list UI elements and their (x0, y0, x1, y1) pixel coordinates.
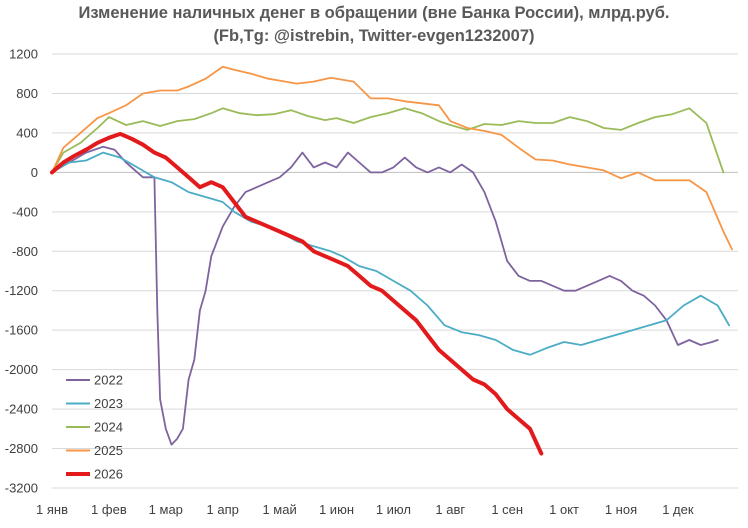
chart-title: Изменение наличных денег в обращении (вн… (78, 4, 670, 22)
series-lines (50, 65, 733, 456)
series-line-2023 (51, 151, 730, 356)
legend-label-2026: 2026 (94, 467, 123, 482)
y-tick-label: -800 (12, 244, 38, 259)
x-tick-label: 1 мар (149, 502, 183, 517)
x-tick-label: 1 июн (319, 502, 354, 517)
legend-label-2022: 2022 (94, 373, 123, 388)
x-tick-label: 1 фев (91, 502, 127, 517)
y-tick-label: 800 (16, 86, 38, 101)
legend-label-2024: 2024 (94, 420, 123, 435)
y-tick-label: -2000 (5, 362, 38, 377)
series-line-2026 (50, 131, 544, 456)
x-tick-label: 1 апр (207, 502, 239, 517)
legend-label-2025: 2025 (94, 443, 123, 458)
series-line-2022 (51, 145, 719, 446)
x-tick-label: 1 янв (36, 502, 68, 517)
x-axis: 1 янв 1 фев 1 мар 1 апр 1 май 1 июн 1 июл 1 авг… (36, 502, 694, 517)
gridlines (52, 53, 738, 489)
series-line-2024 (51, 107, 725, 174)
y-tick-label: -1200 (5, 283, 38, 298)
y-tick-label: 1200 (9, 47, 38, 62)
x-tick-label: 1 сен (491, 502, 523, 517)
y-tick-label: -2800 (5, 441, 38, 456)
y-tick-label: -1600 (5, 323, 38, 338)
y-tick-label: 0 (31, 165, 38, 180)
x-tick-label: 1 дек (662, 502, 694, 517)
legend-label-2023: 2023 (94, 396, 123, 411)
x-tick-label: 1 ноя (605, 502, 637, 517)
y-tick-label: -400 (12, 204, 38, 219)
chart-subtitle: (Fb,Tg: @istrebin, Twitter-evgen1232007) (213, 27, 535, 45)
y-tick-label: 400 (16, 125, 38, 140)
y-tick-label: -2400 (5, 402, 38, 417)
y-tick-label: -3200 (5, 481, 38, 496)
series-line-2025 (51, 65, 733, 251)
x-tick-label: 1 июл (376, 502, 411, 517)
x-tick-label: 1 авг (435, 502, 465, 517)
x-tick-label: 1 окт (549, 502, 579, 517)
x-tick-label: 1 май (262, 502, 296, 517)
legend: 2022 2023 2024 2025 2026 (66, 373, 123, 482)
y-axis: 1200 800 400 0 -400 -800 -1200 -1600 -2000 -2400 -… (5, 47, 38, 496)
